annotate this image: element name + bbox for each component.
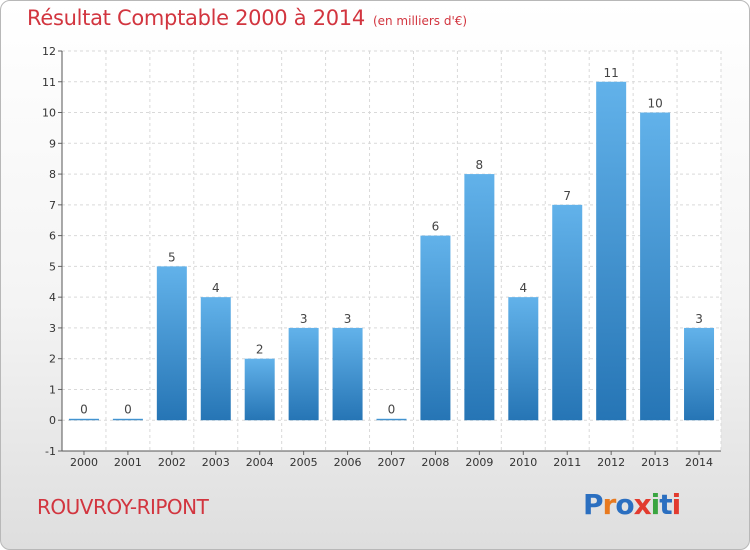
data-label: 6 [432,220,440,234]
logo-letter: P [583,488,604,521]
bar [464,174,495,421]
data-label: 2 [256,343,264,357]
y-tick-label: 7 [49,199,56,212]
x-tick-label: 2002 [158,456,186,469]
bar [68,418,99,421]
proxiti-logo[interactable]: Proxiti [583,488,682,521]
bar [244,358,275,421]
data-label: 0 [80,403,88,417]
bar [640,112,671,421]
y-tick-label: 1 [49,383,56,396]
x-tick-label: 2011 [553,456,581,469]
logo-letter: t [659,488,672,521]
x-tick-label: 2010 [509,456,537,469]
data-label: 8 [476,158,484,172]
bar [684,327,715,421]
y-tick-label: 12 [42,45,56,58]
y-tick-label: 10 [42,107,56,120]
x-tick-label: 2006 [334,456,362,469]
data-label: 3 [695,312,703,326]
bar [596,81,627,421]
data-label: 11 [604,66,619,80]
x-tick-label: 2005 [290,456,318,469]
bar [112,418,143,421]
logo-letter: r [602,488,617,521]
chart-title: Résultat Comptable 2000 à 2014 (en millie… [27,6,468,30]
y-tick-label: 9 [49,137,56,150]
logo-letter: i [650,488,661,521]
y-tick-label: 4 [49,291,56,304]
bar [288,327,319,421]
data-label: 10 [647,97,662,111]
data-label: 3 [300,312,308,326]
bar [376,418,407,421]
data-label: 7 [563,189,571,203]
x-tick-label: 2008 [421,456,449,469]
x-tick-label: 2003 [202,456,230,469]
bar [508,297,539,421]
x-tick-label: 2014 [685,456,713,469]
bar-layer [68,81,715,421]
chart-subtitle: (en milliers d'€) [372,14,468,28]
x-tick-label: 2001 [114,456,142,469]
y-tick-label: 2 [49,353,56,366]
data-label: 3 [344,312,352,326]
y-tick-label: 5 [49,260,56,273]
x-tick-label: 2013 [641,456,669,469]
data-label: 0 [124,403,132,417]
data-label: 0 [388,403,396,417]
logo-letter: o [615,488,634,521]
y-tick-label: -1 [45,445,56,458]
x-tick-label: 2007 [378,456,406,469]
bar [200,297,231,421]
data-label: 5 [168,250,176,264]
x-tick-label: 2000 [70,456,98,469]
x-tick-label: 2009 [465,456,493,469]
bar [332,327,363,421]
y-tick-label: 0 [49,414,56,427]
bar [552,204,583,421]
logo-letter: x [633,488,652,521]
y-tick-label: 11 [42,76,56,89]
data-label: 4 [519,281,527,295]
bar [420,235,451,421]
x-tick-label: 2012 [597,456,625,469]
x-tick-label: 2004 [246,456,274,469]
y-tick-label: 8 [49,168,56,181]
bar [156,266,187,421]
logo-letter: i [671,488,682,521]
y-tick-label: 6 [49,230,56,243]
place-name: ROUVROY-RIPONT [37,495,209,519]
label-layer: 0 0 5 4 2 3 3 0 6 8 4 7 11 10 3 [80,66,703,417]
data-label: 4 [212,281,220,295]
y-tick-label: 3 [49,322,56,335]
